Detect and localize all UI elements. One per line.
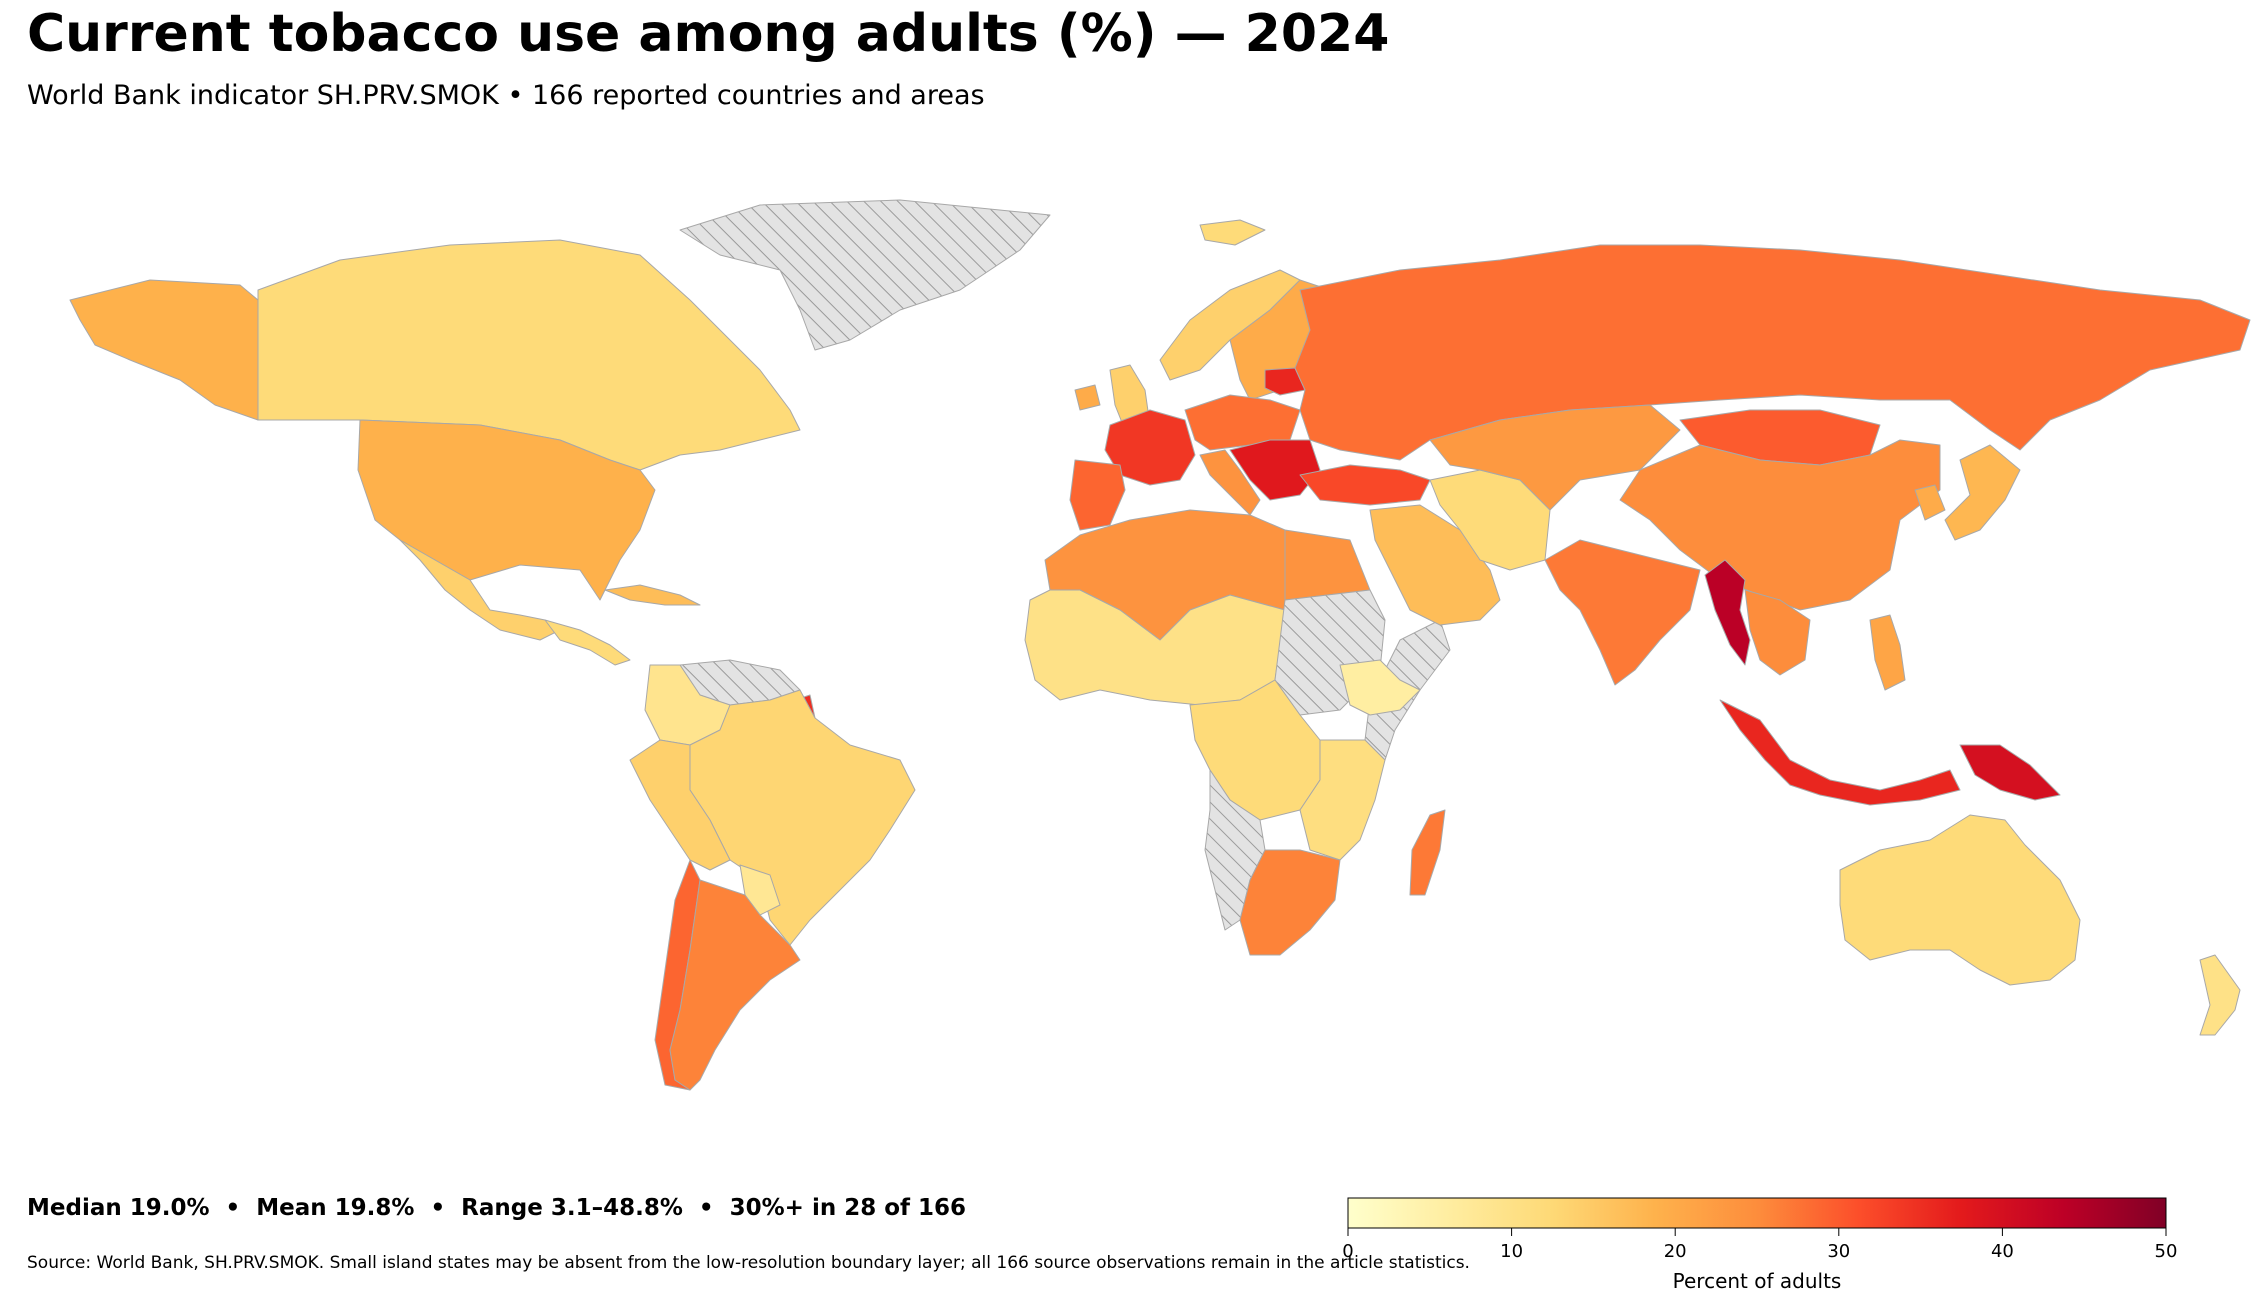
region-southeast-asia <box>1744 589 1811 676</box>
region-belarus <box>1264 367 1306 396</box>
region-russia <box>1294 244 2251 461</box>
region-korea <box>1914 484 1946 521</box>
region-ethiopia <box>1339 659 1421 716</box>
color-legend: 0 10 20 30 40 50 Percent of adults <box>1342 1197 2178 1293</box>
colorbar-tick-label: 10 <box>1500 1241 1523 1262</box>
summary-stats: Median 19.0% • Mean 19.8% • Range 3.1–48… <box>27 1195 967 1221</box>
colorbar-tick-label: 20 <box>1664 1241 1687 1262</box>
world-choropleth-map <box>69 199 2251 1091</box>
region-south-africa <box>1239 849 1341 956</box>
region-indonesia <box>1719 699 1961 806</box>
region-iceland <box>1199 219 1266 246</box>
colorbar-tick-label: 50 <box>2155 1241 2178 1262</box>
region-peru-bolivia <box>629 739 731 871</box>
region-argentina <box>669 879 801 1091</box>
region-france <box>1104 409 1196 486</box>
region-usa <box>357 419 656 601</box>
region-alaska <box>69 279 259 421</box>
colorbar-gradient <box>1347 1197 2167 1229</box>
legend-label: Percent of adults <box>1673 1269 1842 1293</box>
region-new-zealand <box>2199 954 2241 1036</box>
region-arabia <box>1369 504 1501 626</box>
chart-title: Current tobacco use among adults (%) — 2… <box>27 4 1390 64</box>
region-china <box>1619 439 1941 611</box>
region-japan <box>1944 444 2021 541</box>
region-egypt <box>1284 529 1371 601</box>
region-madagascar <box>1409 809 1446 896</box>
region-australia <box>1839 814 2081 986</box>
region-philippines <box>1869 614 1906 691</box>
region-paraguay <box>739 864 781 916</box>
region-ireland <box>1074 384 1101 411</box>
chart-subtitle: World Bank indicator SH.PRV.SMOK • 166 r… <box>27 80 985 111</box>
colorbar-tick-label: 30 <box>1827 1241 1850 1262</box>
region-central-america <box>544 619 631 666</box>
colorbar-tick-label: 0 <box>1342 1241 1353 1262</box>
region-cuba <box>604 584 701 606</box>
region-italy <box>1199 449 1261 516</box>
source-note: Source: World Bank, SH.PRV.SMOK. Small i… <box>27 1253 1470 1273</box>
region-myanmar <box>1704 559 1751 666</box>
region-greenland <box>679 199 1051 351</box>
region-east-africa <box>1299 739 1386 861</box>
colorbar-tick-label: 40 <box>1991 1241 2014 1262</box>
region-central-asia <box>1429 404 1681 511</box>
region-iberia <box>1069 459 1126 531</box>
region-india <box>1544 539 1701 686</box>
region-papua-new-guinea <box>1959 744 2061 801</box>
region-turkey <box>1299 464 1431 506</box>
